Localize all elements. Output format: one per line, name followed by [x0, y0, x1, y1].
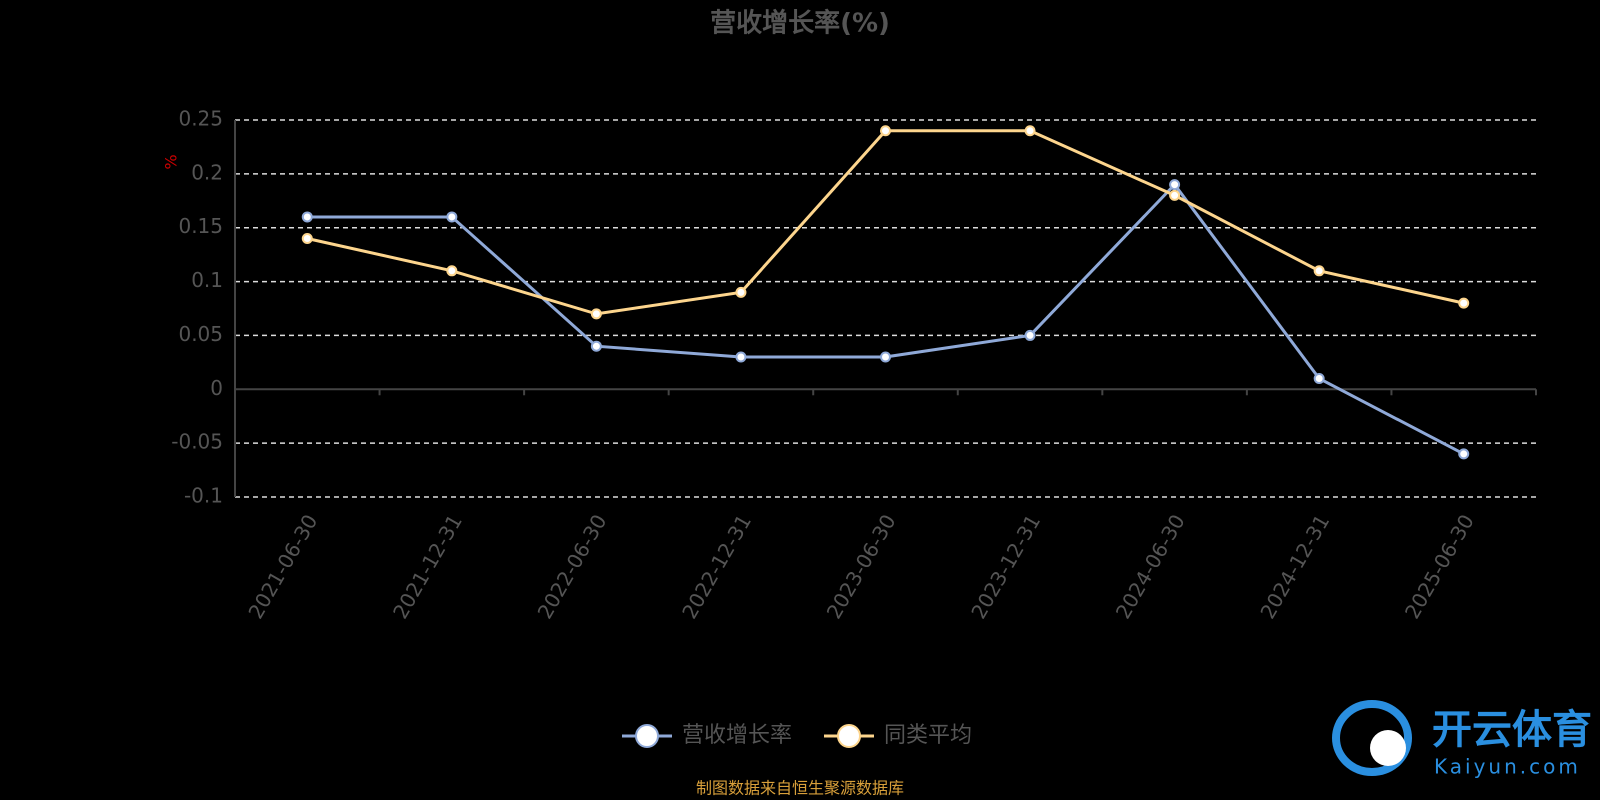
x-tick-label: 2024-12-31: [1255, 510, 1334, 623]
data-point: [1313, 373, 1325, 385]
x-tick-label: 2021-12-31: [388, 510, 467, 623]
y-tick-label: 0.05: [178, 322, 223, 346]
legend-label: 营收增长率: [682, 723, 792, 748]
legend-label: 同类平均: [884, 723, 972, 748]
source-note: 制图数据来自恒生聚源数据库: [696, 779, 904, 798]
y-tick-label: 0.15: [178, 214, 223, 238]
series-line: [307, 182, 1465, 456]
data-point: [1024, 329, 1036, 341]
data-point: [735, 286, 747, 298]
x-tick-label: 2022-12-31: [677, 510, 756, 623]
data-point: [880, 351, 891, 363]
y-tick-label: -0.1: [184, 484, 223, 508]
data-point: [301, 232, 313, 244]
legend-marker: [635, 724, 659, 748]
data-point: [1169, 189, 1181, 201]
data-point: [590, 308, 602, 320]
chart-title: 营收增长率(%): [710, 8, 890, 39]
data-point: [446, 211, 458, 223]
logo-ring: [1332, 700, 1412, 776]
y-tick-label: -0.05: [171, 430, 223, 454]
y-tick-label: 0.2: [191, 160, 223, 184]
data-point: [1024, 125, 1036, 137]
data-point: [1458, 448, 1470, 460]
x-tick-label: 2023-12-31: [966, 510, 1045, 623]
data-point: [1169, 179, 1181, 191]
y-tick-label: 0: [210, 376, 223, 400]
logo-ball: [1370, 730, 1406, 766]
data-point: [590, 340, 602, 352]
data-point: [1313, 265, 1325, 277]
x-tick-label: 2023-06-30: [822, 510, 901, 623]
x-tick-label: 2022-06-30: [533, 510, 612, 623]
data-point: [735, 351, 747, 363]
x-tick-label: 2024-06-30: [1111, 510, 1190, 623]
watermark-site: Kaiyun.com: [1434, 755, 1581, 779]
y-tick-label: 0.1: [191, 268, 223, 292]
y-tick-label: 0.25: [178, 107, 223, 131]
series-line: [306, 129, 1465, 316]
y-axis-label: %: [162, 154, 181, 169]
data-point: [1458, 297, 1470, 309]
x-tick-label: 2021-06-30: [243, 510, 322, 623]
watermark: 开云体育 Kaiyun.com: [1332, 700, 1592, 779]
data-point: [446, 265, 458, 277]
x-tick-label: 2025-06-30: [1400, 510, 1479, 623]
data-point: [880, 125, 891, 137]
legend-marker: [837, 724, 861, 748]
data-point: [301, 211, 313, 223]
watermark-name: 开云体育: [1432, 707, 1592, 753]
